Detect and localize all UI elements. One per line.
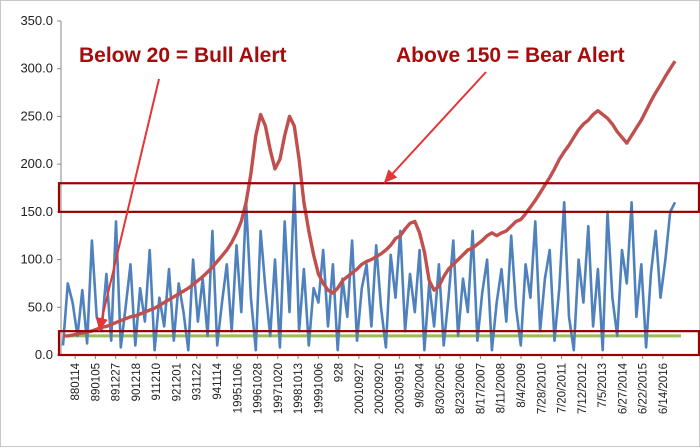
bear-alert-arrow xyxy=(383,71,487,184)
x-tick-label: 20020920 xyxy=(374,363,386,414)
y-tick-label: 50.0 xyxy=(28,299,53,314)
x-tick-label: 928 xyxy=(334,363,346,382)
x-tick-label: 20010927 xyxy=(354,363,366,414)
y-tick-label: 350.0 xyxy=(20,13,53,28)
x-tick-label: 921201 xyxy=(171,363,183,401)
bull-alert-arrow-head xyxy=(96,316,108,331)
x-tick-label: 8/17/2007 xyxy=(475,363,487,414)
x-tick-label: 8/11/2008 xyxy=(496,363,508,413)
x-tick-label: 911210 xyxy=(151,363,163,401)
bear-alert-band xyxy=(57,182,700,213)
y-tick-label: 300.0 xyxy=(20,61,53,76)
x-tick-label: 8/30/2005 xyxy=(435,363,447,414)
x-tick-label: 9/8/2004 xyxy=(415,362,427,407)
x-tick-label: 6/22/2015 xyxy=(638,363,650,414)
oscillator-series-line xyxy=(61,183,677,352)
x-tick-label: 931122 xyxy=(192,363,204,401)
x-tick-label: 19951106 xyxy=(232,363,244,413)
x-tick-label: 6/27/2014 xyxy=(617,362,629,414)
x-tick-label: 19961028 xyxy=(253,363,265,414)
x-tick-label: 7/12/2012 xyxy=(577,363,589,414)
bear-alert-arrow-head xyxy=(384,169,398,183)
y-tick-label: 0.0 xyxy=(35,347,53,362)
x-tick-label: 890105 xyxy=(90,363,102,401)
x-tick-label: 901218 xyxy=(131,363,143,401)
price-series-line xyxy=(63,60,677,338)
y-tick-label: 250.0 xyxy=(20,108,53,123)
x-tick-label: 7/20/2011 xyxy=(557,363,569,413)
x-tick-label: 8/23/2006 xyxy=(455,363,467,414)
x-tick-label: 7/28/2010 xyxy=(536,363,548,414)
y-tick-label: 100.0 xyxy=(20,252,53,267)
x-tick-label: 19991006 xyxy=(313,363,325,414)
x-tick-label: 8/4/2009 xyxy=(516,363,528,408)
x-tick-label: 19981013 xyxy=(293,363,305,414)
y-tick-label: 150.0 xyxy=(20,204,53,219)
bear-alert-label: Above 150 = Bear Alert xyxy=(396,44,625,67)
x-tick-label: 7/5/2013 xyxy=(597,363,609,408)
bull-alert-label: Below 20 = Bull Alert xyxy=(79,44,287,67)
x-tick-label: 941114 xyxy=(212,362,224,399)
y-tick-label: 200.0 xyxy=(20,156,53,171)
x-tick-label: 6/14/2016 xyxy=(658,363,670,414)
bull-alert-band xyxy=(57,330,700,357)
x-tick-label: 891227 xyxy=(111,363,123,401)
bull-alert-arrow xyxy=(98,78,160,332)
x-tick-label: 20030915 xyxy=(394,363,406,414)
x-tick-label: 880114 xyxy=(70,362,82,400)
x-tick-label: 19971020 xyxy=(273,363,285,414)
